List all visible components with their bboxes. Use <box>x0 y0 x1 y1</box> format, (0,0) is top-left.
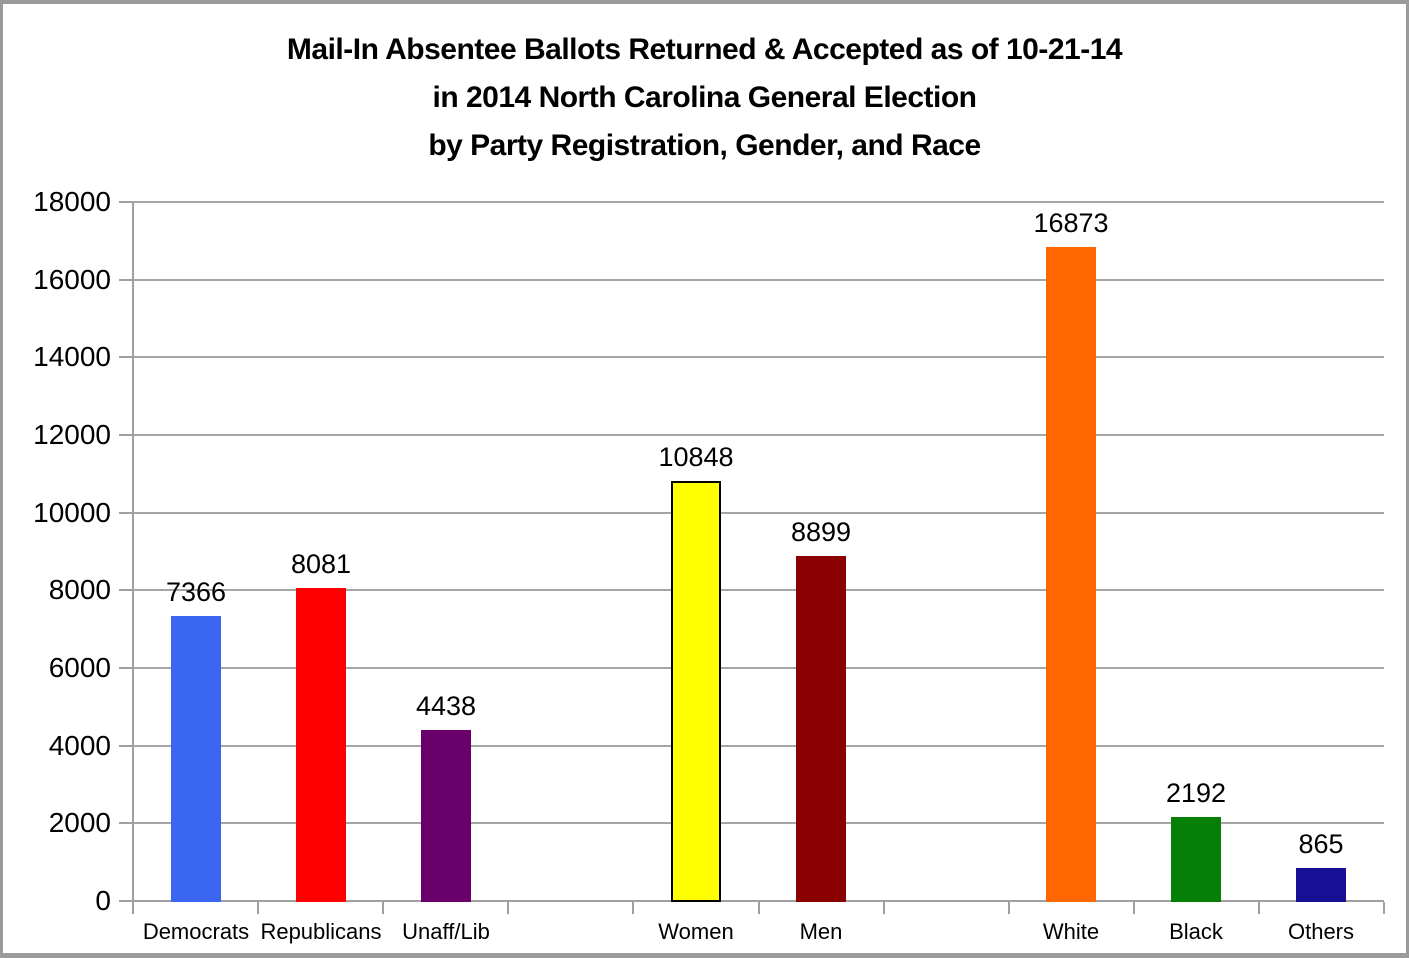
y-tick-label: 18000 <box>33 186 111 217</box>
bar-black <box>1171 817 1221 902</box>
y-tick-label: 2000 <box>48 807 111 838</box>
y-tick-label: 4000 <box>48 730 111 761</box>
bar-white <box>1046 247 1096 902</box>
y-tick-label: 12000 <box>33 419 111 450</box>
plot-area: 0 2000 4000 6000 8000 10000 12000 14000 16000 180… <box>3 4 1406 953</box>
y-tick-label: 0 <box>95 885 111 916</box>
y-tick-mark <box>119 822 133 824</box>
bar-value-label-unaff-lib: 4438 <box>415 691 477 721</box>
x-tick-mark <box>132 902 134 914</box>
x-tick-mark <box>883 902 885 914</box>
bar-value-label-black: 2192 <box>1165 778 1227 808</box>
category-label-others: Others <box>1287 919 1355 944</box>
x-tick-mark <box>1383 902 1385 914</box>
y-tick-label: 14000 <box>33 341 111 372</box>
bar-others <box>1296 868 1346 902</box>
bar-men <box>796 556 846 902</box>
y-tick-mark <box>119 279 133 281</box>
category-label-women: Women <box>658 919 734 944</box>
bar-democrats <box>171 616 221 902</box>
x-axis-line <box>133 900 1384 902</box>
y-gridline <box>133 512 1384 514</box>
x-tick-mark <box>257 902 259 914</box>
bar-women <box>671 481 721 902</box>
chart-title-line-2: in 2014 North Carolina General Election <box>432 81 978 114</box>
y-gridline <box>133 822 1384 824</box>
bar-republicans <box>296 588 346 902</box>
category-label-unaff-lib: Unaff/Lib <box>402 919 490 944</box>
bar-unaff-lib <box>421 730 471 902</box>
x-tick-mark <box>758 902 760 914</box>
x-tick-mark <box>382 902 384 914</box>
bar-value-label-women: 10848 <box>658 442 734 472</box>
y-tick-label: 6000 <box>48 652 111 683</box>
y-tick-label: 16000 <box>33 264 111 295</box>
bar-value-label-republicans: 8081 <box>290 549 352 579</box>
y-tick-mark <box>119 667 133 669</box>
x-tick-mark <box>1258 902 1260 914</box>
y-tick-mark <box>119 745 133 747</box>
y-gridline <box>133 434 1384 436</box>
x-tick-mark <box>507 902 509 914</box>
y-gridline <box>133 745 1384 747</box>
category-label-black: Black <box>1169 919 1223 944</box>
y-gridline <box>133 356 1384 358</box>
x-tick-mark <box>1133 902 1135 914</box>
chart-title-line-3: by Party Registration, Gender, and Race <box>428 129 981 162</box>
bar-value-label-others: 865 <box>1298 829 1344 859</box>
y-tick-mark <box>119 900 133 902</box>
bar-value-label-democrats: 7366 <box>165 577 227 607</box>
y-gridline <box>133 667 1384 669</box>
chart-title-line-1: Mail-In Absentee Ballots Returned & Acce… <box>286 33 1123 66</box>
y-tick-mark <box>119 434 133 436</box>
y-gridline <box>133 589 1384 591</box>
category-label-men: Men <box>799 919 843 944</box>
y-tick-mark <box>119 589 133 591</box>
y-gridline <box>133 279 1384 281</box>
y-gridline <box>133 201 1384 203</box>
bar-value-label-men: 8899 <box>790 517 852 547</box>
y-tick-mark <box>119 512 133 514</box>
y-tick-mark <box>119 201 133 203</box>
chart-title: Mail-In Absentee Ballots Returned & Acce… <box>3 26 1406 170</box>
category-label-white: White <box>1042 919 1100 944</box>
y-tick-label: 10000 <box>33 497 111 528</box>
y-tick-mark <box>119 356 133 358</box>
category-label-republicans: Republicans <box>260 919 382 944</box>
y-axis-line <box>132 202 134 913</box>
category-label-democrats: Democrats <box>142 919 250 944</box>
bar-value-label-white: 16873 <box>1033 208 1109 238</box>
x-tick-mark <box>1008 902 1010 914</box>
x-tick-mark <box>632 902 634 914</box>
y-tick-label: 8000 <box>48 574 111 605</box>
